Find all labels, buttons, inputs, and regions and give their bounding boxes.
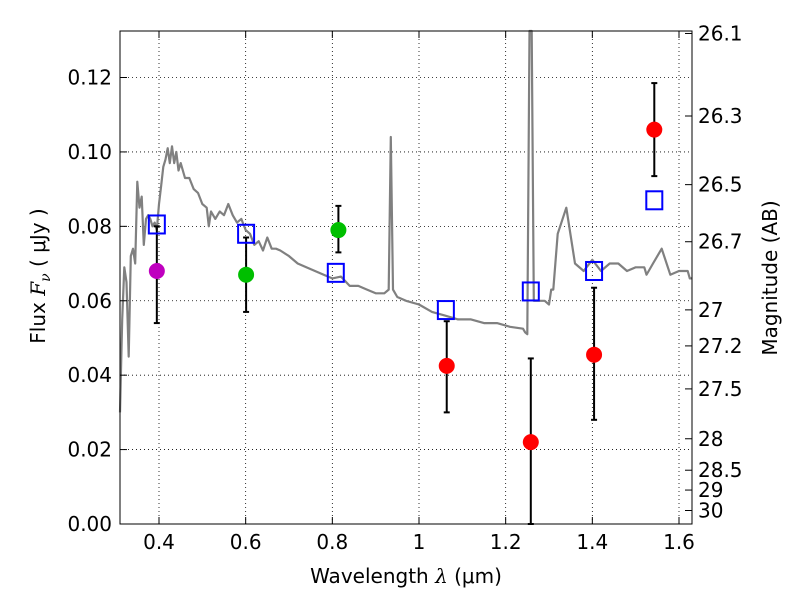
model-photometry-markers: [147, 190, 664, 321]
y-axis-label-prefix: Flux: [26, 296, 50, 344]
model-photometry-square: [436, 300, 455, 321]
observed-flux-markers: [148, 121, 663, 451]
model-photometry-square: [147, 214, 166, 235]
y-tick-label: 0.02: [67, 438, 112, 462]
y-axis-label: Flux Fν ( μJy ): [26, 208, 54, 343]
right-tick-label: 26.7: [698, 230, 743, 254]
observed-flux-dot: [646, 121, 663, 138]
right-axis-label: Magnitude (AB): [758, 200, 782, 355]
right-tick-label: 28.5: [698, 458, 743, 482]
model-photometry-square: [521, 281, 540, 302]
model-photometry-square: [585, 260, 604, 281]
observed-flux-dot: [148, 262, 165, 279]
observed-flux-dot: [522, 434, 539, 451]
observed-flux-dot: [238, 266, 255, 283]
x-axis-label-prefix: Wavelength: [310, 564, 435, 588]
error-bars: [153, 82, 658, 525]
x-axis-label-symbol: λ: [434, 564, 448, 588]
x-tick-label: 0.4: [143, 530, 175, 554]
y-tick-label: 0.06: [67, 289, 112, 313]
observed-flux-dot: [586, 346, 603, 363]
right-tick-label: 28: [698, 427, 723, 451]
x-axis-ticks: 0.4 0.6 0.8 1 1.2 1.4 1.6: [143, 31, 695, 554]
x-axis-label: Wavelength λ (μm): [310, 564, 502, 588]
right-tick-label: 27: [698, 298, 723, 322]
right-tick-label: 27.5: [698, 377, 743, 401]
model-photometry-square: [237, 223, 256, 244]
y-axis-ticks: 0.00 0.02 0.04 0.06 0.08 0.10 0.12: [67, 66, 127, 536]
y-axis-label-subscript: ν: [38, 273, 54, 282]
model-spectrum-line: [118, 29, 692, 413]
x-tick-label: 1.4: [576, 530, 608, 554]
x-axis-label-unit: (μm): [448, 564, 502, 588]
plot-frame: [119, 30, 693, 525]
model-photometry-square: [645, 190, 664, 211]
observed-flux-dot: [438, 357, 455, 374]
y-tick-label: 0.00: [67, 512, 112, 536]
spectrum-layer: [118, 29, 692, 413]
y-tick-label: 0.08: [67, 214, 112, 238]
y-axis-label-unit: ( μJy ): [26, 208, 50, 273]
y-tick-label: 0.12: [67, 66, 112, 90]
x-tick-label: 1.6: [663, 530, 695, 554]
y-tick-label: 0.10: [67, 140, 112, 164]
x-tick-label: 0.6: [230, 530, 262, 554]
x-tick-label: 1.2: [490, 530, 522, 554]
model-photometry-square: [326, 262, 345, 283]
right-tick-label: 26.3: [698, 104, 743, 128]
observed-flux-dot: [330, 222, 347, 239]
right-tick-label: 27.2: [698, 334, 743, 358]
right-tick-label: 29: [698, 478, 723, 502]
y-axis-label-symbol: F: [26, 281, 50, 297]
right-tick-label: 26.1: [698, 21, 743, 45]
right-tick-label: 30: [698, 498, 723, 522]
x-tick-label: 1: [413, 530, 426, 554]
x-tick-label: 0.8: [316, 530, 348, 554]
grid-lines: [120, 31, 692, 525]
y-tick-label: 0.04: [67, 363, 112, 387]
right-tick-label: 26.5: [698, 173, 743, 197]
